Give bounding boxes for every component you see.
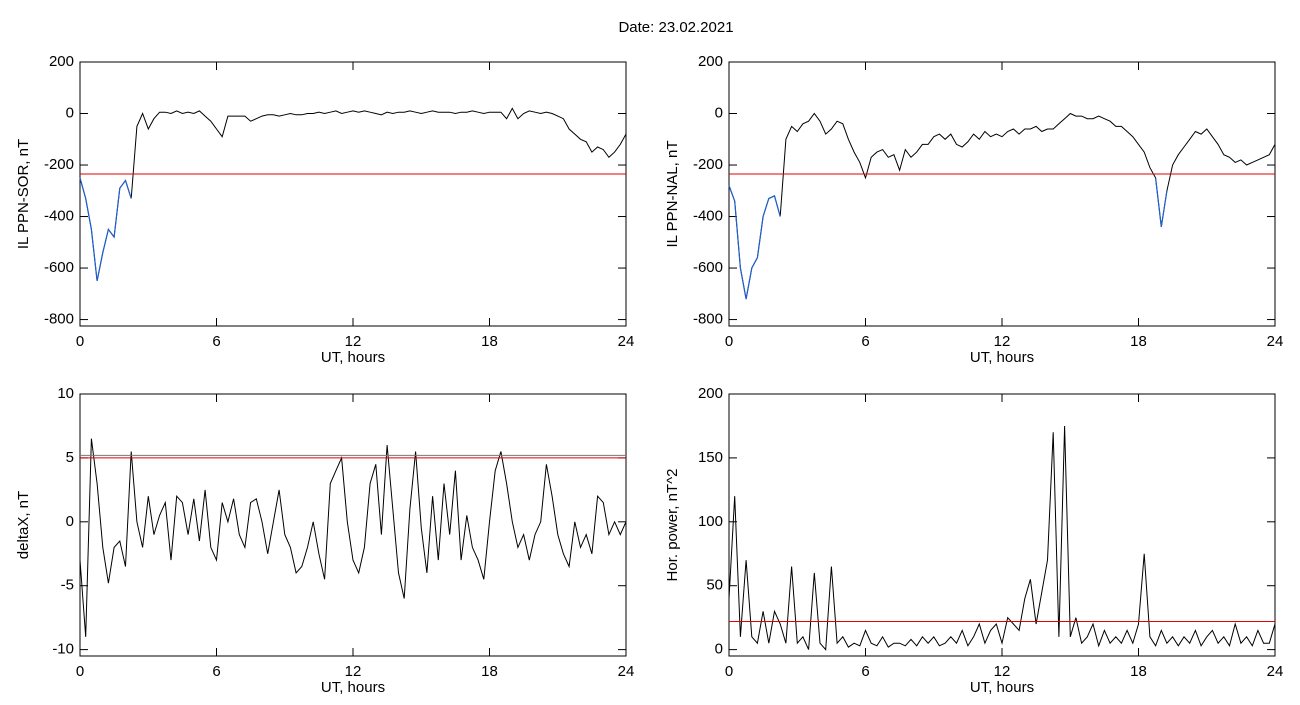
figure-title: Date: 23.02.2021 — [618, 19, 733, 36]
plot-frame — [728, 61, 1276, 327]
x-tick-label: 24 — [1267, 333, 1284, 350]
x-tick-label: 6 — [212, 663, 220, 680]
y-tick-label: 150 — [698, 449, 723, 466]
x-tick-label: 6 — [212, 333, 220, 350]
y-tick-label: -800 — [693, 311, 723, 328]
x-axis-label: UT, hours — [970, 349, 1034, 366]
y-tick-label: 10 — [57, 385, 74, 402]
y-tick-label: -600 — [44, 259, 74, 276]
data-line — [728, 112, 1276, 300]
y-axis-label: Hor. power, nT^2 — [664, 469, 681, 582]
highlight-line — [1155, 177, 1168, 227]
x-tick-label: 12 — [994, 663, 1011, 680]
x-tick-label: 18 — [481, 663, 498, 680]
x-axis-label: UT, hours — [970, 679, 1034, 696]
plot-frame — [79, 61, 627, 327]
y-tick-label: -600 — [693, 259, 723, 276]
y-tick-label: -800 — [44, 311, 74, 328]
plot-frame — [79, 393, 627, 657]
y-tick-label: 200 — [698, 385, 723, 402]
y-tick-label: -5 — [61, 577, 74, 594]
data-line — [79, 107, 627, 281]
x-axis-label: UT, hours — [321, 679, 385, 696]
highlight-line — [728, 185, 781, 300]
y-axis-label: IL PPN-SOR, nT — [15, 139, 32, 249]
x-tick-label: 12 — [994, 333, 1011, 350]
data-line — [728, 425, 1276, 651]
y-tick-label: -200 — [44, 156, 74, 173]
x-tick-label: 0 — [76, 663, 84, 680]
x-axis-label: UT, hours — [321, 349, 385, 366]
y-tick-label: 50 — [706, 577, 723, 594]
y-tick-label: 200 — [49, 53, 74, 70]
highlight-line — [79, 177, 132, 282]
y-tick-label: 0 — [66, 513, 74, 530]
x-tick-label: 12 — [345, 663, 362, 680]
data-line — [79, 438, 627, 637]
y-axis-label: IL PPN-NAL, nT — [664, 141, 681, 248]
x-tick-label: 0 — [725, 333, 733, 350]
y-tick-label: 0 — [715, 104, 723, 121]
x-tick-label: 6 — [861, 333, 869, 350]
x-tick-label: 24 — [618, 333, 635, 350]
x-tick-label: 18 — [1130, 663, 1147, 680]
x-tick-label: 0 — [725, 663, 733, 680]
y-tick-label: -400 — [693, 208, 723, 225]
y-tick-label: -10 — [52, 641, 74, 658]
x-tick-label: 24 — [618, 663, 635, 680]
x-tick-label: 12 — [345, 333, 362, 350]
x-tick-label: 18 — [481, 333, 498, 350]
x-tick-label: 6 — [861, 663, 869, 680]
x-tick-label: 18 — [1130, 333, 1147, 350]
x-tick-label: 24 — [1267, 663, 1284, 680]
y-tick-label: 100 — [698, 513, 723, 530]
y-tick-label: 0 — [66, 104, 74, 121]
y-tick-label: 0 — [715, 641, 723, 658]
y-tick-label: -200 — [693, 156, 723, 173]
y-tick-label: 5 — [66, 449, 74, 466]
y-axis-label: deltaX, nT — [15, 491, 32, 559]
y-tick-label: -400 — [44, 208, 74, 225]
x-tick-label: 0 — [76, 333, 84, 350]
y-tick-label: 200 — [698, 53, 723, 70]
